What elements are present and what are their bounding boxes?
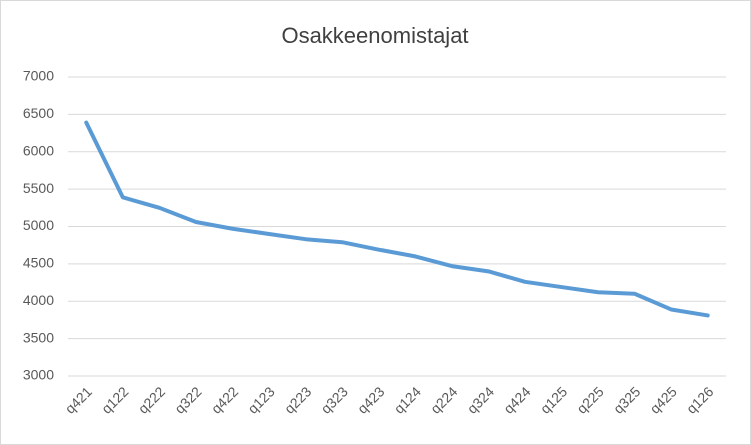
y-tick-label: 3000 bbox=[23, 367, 54, 383]
y-tick-label: 5500 bbox=[23, 180, 54, 196]
y-tick-label: 4000 bbox=[23, 292, 54, 308]
y-tick-label: 3500 bbox=[23, 329, 54, 345]
y-tick-label: 4500 bbox=[23, 255, 54, 271]
y-tick-label: 6500 bbox=[23, 105, 54, 121]
y-tick-label: 6000 bbox=[23, 142, 54, 158]
data-line bbox=[84, 120, 710, 318]
y-tick-label: 5000 bbox=[23, 217, 54, 233]
chart-title: Osakkeenomistajat bbox=[281, 23, 468, 48]
y-tick-label: 7000 bbox=[23, 68, 54, 84]
